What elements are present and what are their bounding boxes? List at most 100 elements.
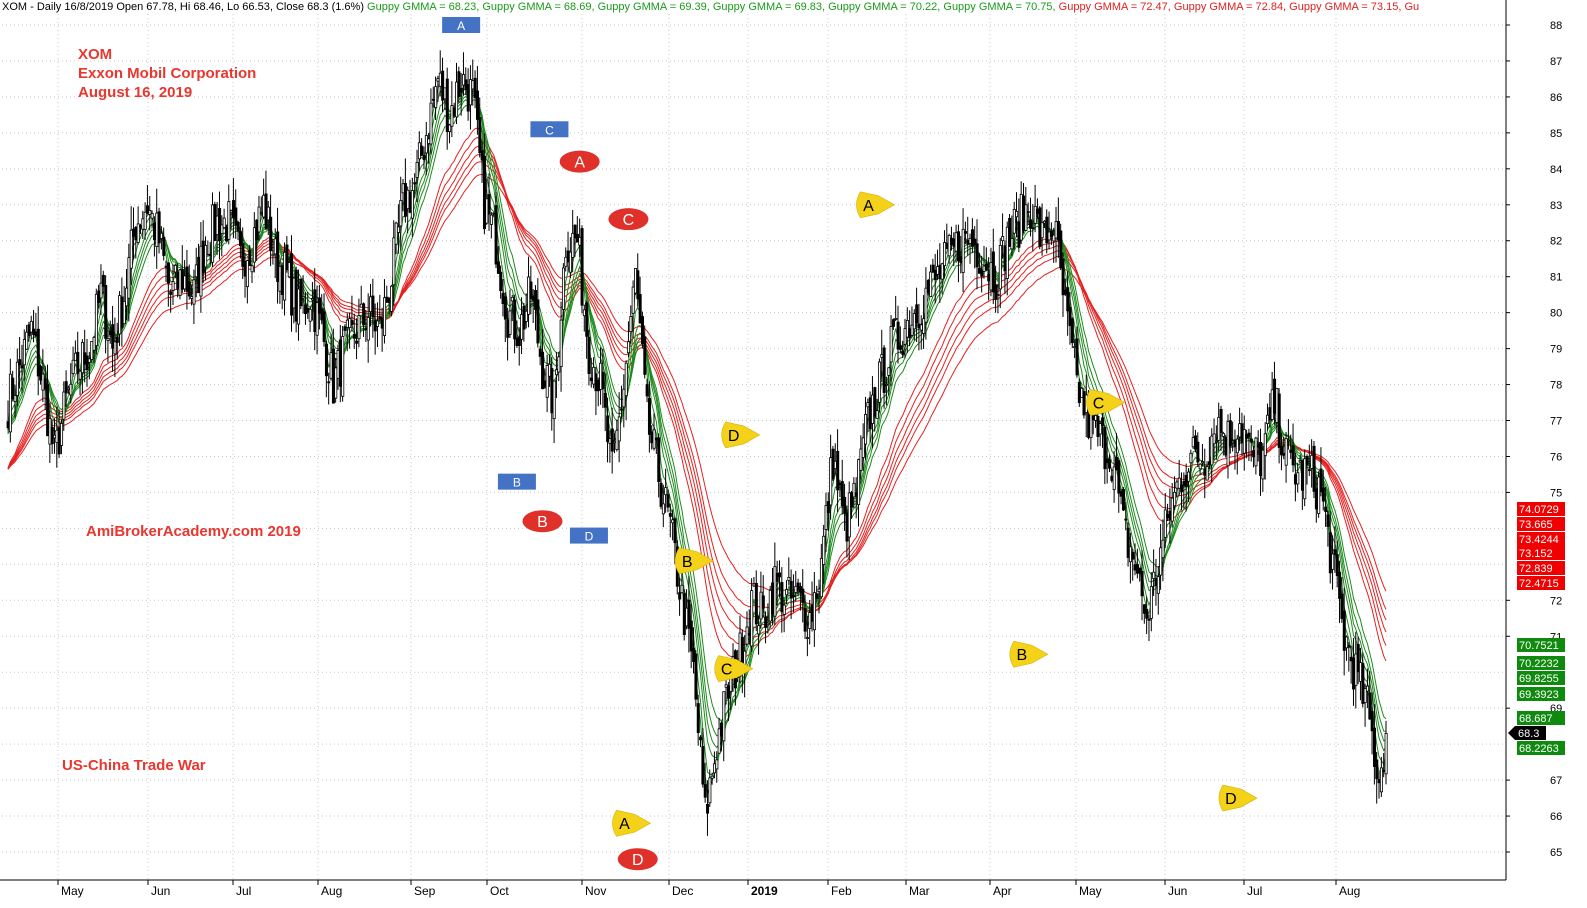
price-tag-long (1517, 517, 1565, 531)
candle-body (292, 277, 296, 309)
marker-tag-D: D (1218, 784, 1258, 812)
candle-body (785, 589, 789, 596)
candle-body (431, 98, 435, 101)
y-tick-label: 72 (1550, 595, 1562, 607)
x-tick-label: Sep (414, 884, 436, 898)
candle-body (1043, 220, 1047, 224)
candle-body (390, 285, 394, 312)
candle-body (434, 86, 438, 108)
candle-body (1105, 458, 1109, 464)
marker-tag-A: A (856, 191, 896, 219)
candle-body (1291, 445, 1295, 466)
candle-body (243, 261, 247, 277)
candle-body (27, 324, 31, 337)
candle-body (603, 392, 607, 408)
header-gmma-2: Guppy GMMA = 69.39, (594, 1, 710, 13)
candle-body (50, 426, 54, 445)
marker-oval-B: B (522, 510, 563, 533)
candle-body (362, 303, 366, 326)
candle-body (996, 294, 1000, 296)
candle-body (724, 684, 728, 688)
candle-body (557, 356, 561, 373)
candle-body (1201, 461, 1205, 464)
candle-body (1284, 438, 1288, 466)
candle-body (222, 217, 226, 229)
candle-body (666, 494, 670, 508)
candle-body (799, 586, 803, 593)
candle-body (627, 341, 631, 354)
candle-body (636, 270, 640, 300)
candle-body (494, 205, 498, 265)
candle-body (1273, 378, 1277, 414)
candle-body (301, 296, 305, 299)
candle-body (1287, 439, 1291, 442)
marker-label: A (574, 155, 585, 172)
candle-body (950, 237, 954, 245)
marker-label: C (721, 662, 733, 679)
price-tag-short-label: 69.8255 (1519, 673, 1559, 685)
candle-body (1187, 471, 1191, 482)
price-tag-long-label: 74.0729 (1519, 504, 1559, 516)
candle-body (1319, 468, 1323, 493)
candle-body (308, 308, 312, 322)
y-tick-label: 67 (1550, 775, 1562, 787)
candle-body (1008, 217, 1012, 247)
candle-body (413, 182, 417, 185)
candle-body (687, 599, 691, 629)
candle-body (480, 150, 484, 161)
candle-body (982, 265, 986, 272)
marker-oval (617, 848, 658, 871)
candle-body (1073, 346, 1077, 349)
candle-body (1063, 289, 1067, 295)
candle-body (338, 339, 342, 387)
candle-body (587, 336, 591, 374)
x-tick-label: Jul (236, 884, 251, 898)
candle-body (420, 145, 424, 156)
ticker-label: XOM (78, 46, 113, 63)
candle-body (327, 381, 331, 384)
candle-body (1142, 604, 1146, 614)
marker-oval (559, 150, 600, 173)
candle-body (1266, 414, 1270, 424)
candle-body (615, 429, 619, 451)
candle-body (1194, 435, 1198, 450)
candle-body (424, 135, 428, 154)
candle-body (882, 347, 886, 393)
last-price-label: 68.3 (1518, 728, 1539, 740)
candle-body (668, 513, 672, 517)
candle-body (629, 316, 633, 333)
candle-body (596, 380, 600, 392)
candle-body (73, 352, 77, 362)
candle-body (947, 235, 951, 257)
price-tag-short (1517, 656, 1565, 670)
candle-body (1300, 460, 1304, 491)
candle-body (464, 79, 468, 91)
candle-body (1036, 208, 1040, 214)
candle-body (364, 327, 368, 331)
candle-body (866, 402, 870, 408)
candle-body (534, 290, 538, 311)
candle-body (11, 377, 15, 400)
candle-body (801, 588, 805, 603)
candle-body (657, 437, 661, 483)
candle-body (887, 367, 891, 376)
candle-body (775, 573, 779, 582)
price-tag-short (1517, 687, 1565, 701)
marker-label: D (632, 852, 644, 869)
candle-body (664, 487, 668, 496)
candle-body (1359, 662, 1363, 682)
candle-body (520, 314, 524, 340)
candle-body (1321, 487, 1325, 502)
candle-body (1189, 452, 1193, 464)
y-tick-label: 83 (1550, 200, 1562, 212)
candle-body (341, 336, 345, 397)
candle-body (287, 262, 291, 278)
candle-body (1115, 456, 1119, 470)
marker-oval (522, 510, 563, 533)
candle-body (1335, 554, 1339, 577)
candle-body (1145, 609, 1149, 619)
candle-body (87, 358, 91, 363)
candle-body (322, 311, 326, 342)
candle-body (329, 352, 333, 379)
candle-body (1177, 477, 1181, 489)
